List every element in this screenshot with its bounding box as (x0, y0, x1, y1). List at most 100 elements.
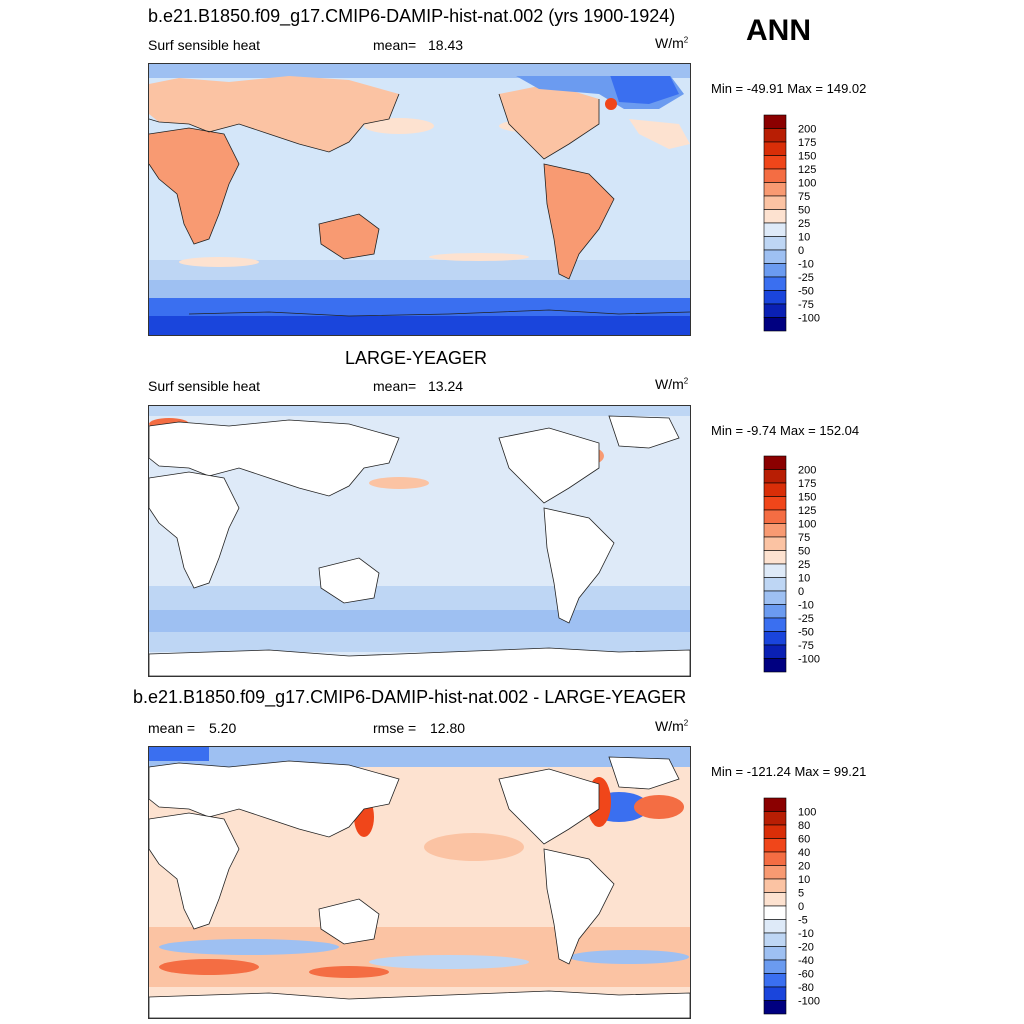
colorbar-swatch (763, 290, 787, 305)
colorbar-tick-label: -25 (798, 613, 814, 625)
colorbar-tick-label: -50 (798, 627, 814, 639)
colorbar-swatch (763, 878, 787, 893)
colorbar-swatch (763, 263, 787, 278)
colorbar-tick-label: -75 (798, 299, 814, 311)
panel-obs-field (149, 406, 690, 676)
panel-model-minmax: Min = -49.91 Max = 149.02 (711, 81, 867, 96)
colorbar-tick-label: 0 (798, 586, 804, 598)
colorbar-tick-label: 100 (798, 519, 816, 531)
season-label: ANN (746, 14, 811, 47)
colorbar-swatch (763, 141, 787, 156)
colorbar-swatch (763, 168, 787, 183)
colorbar-tick-label: -25 (798, 272, 814, 284)
colorbar-tick-label: -5 (798, 915, 808, 927)
panel-obs-minmax: Min = -9.74 Max = 152.04 (711, 423, 860, 438)
panel-model-map (148, 63, 691, 336)
colorbar-swatch (763, 114, 787, 129)
colorbar-swatch (763, 617, 787, 632)
colorbar-swatch (763, 523, 787, 538)
colorbar-swatch (763, 932, 787, 947)
colorbar-tick-label: -80 (798, 982, 814, 994)
colorbar-tick-label: 25 (798, 559, 810, 571)
colorbar-tick-label: 10 (798, 874, 810, 886)
colorbar-tick-label: -10 (798, 600, 814, 612)
colorbar-tick-label: -20 (798, 942, 814, 954)
colorbar-swatch (763, 892, 787, 907)
colorbar-tick-label: 50 (798, 546, 810, 558)
panel-diff-units: W/m2 (655, 718, 689, 734)
colorbar-swatch (763, 986, 787, 1001)
panel-model-variable: Surf sensible heat (148, 37, 261, 53)
panel-diff-title: b.e21.B1850.f09_g17.CMIP6-DAMIP-hist-nat… (133, 687, 687, 707)
colorbar-tick-label: 80 (798, 820, 810, 832)
colorbar-swatch (763, 236, 787, 251)
colorbar-tick-label: -10 (798, 259, 814, 271)
colorbar-swatch (763, 865, 787, 880)
colorbar-swatch (763, 128, 787, 143)
colorbar-tick-label: -40 (798, 955, 814, 967)
colorbar-swatch (763, 658, 787, 673)
panel-model-title: b.e21.B1850.f09_g17.CMIP6-DAMIP-hist-nat… (148, 6, 676, 26)
colorbar-swatch (763, 155, 787, 170)
panel-obs-mean-label: mean= (373, 378, 417, 394)
panel-model-units: W/m2 (655, 35, 689, 51)
colorbar-swatch (763, 469, 787, 484)
colorbar-swatch (763, 590, 787, 605)
colorbar-swatch (763, 455, 787, 470)
colorbar-tick-label: 75 (798, 532, 810, 544)
colorbar-tick-label: -10 (798, 928, 814, 940)
colorbar-swatch (763, 851, 787, 866)
panel-obs-variable: Surf sensible heat (148, 378, 261, 394)
panel-obs-colorbar: 200 175 150 125 100 75 50 25 10 0 -10 -25 -50 -75 -100 (763, 455, 834, 673)
colorbar-swatch (763, 946, 787, 961)
colorbar-swatch (763, 222, 787, 237)
colorbar-tick-label: 100 (798, 807, 816, 819)
colorbar-tick-label: 125 (798, 164, 816, 176)
panel-diff-colorbar: 100 80 60 40 20 10 5 0 -5 -10 -20 -40 -60 -80 -100 (763, 797, 834, 1015)
colorbar-swatch (763, 536, 787, 551)
colorbar-swatch (763, 550, 787, 565)
colorbar-tick-label: 50 (798, 205, 810, 217)
colorbar-swatch (763, 303, 787, 318)
panel-obs-units: W/m2 (655, 376, 689, 392)
colorbar-swatch (763, 973, 787, 988)
colorbar-tick-label: -50 (798, 286, 814, 298)
colorbar-swatch (763, 496, 787, 511)
colorbar-tick-label: 40 (798, 847, 810, 859)
colorbar-tick-label: 60 (798, 834, 810, 846)
colorbar-tick-label: 150 (798, 151, 816, 163)
colorbar-tick-label: -75 (798, 640, 814, 652)
colorbar-swatch (763, 919, 787, 934)
colorbar-tick-label: 10 (798, 573, 810, 585)
panel-obs-mean-value: 13.24 (428, 378, 464, 394)
colorbar-tick-label: 20 (798, 861, 810, 873)
colorbar-swatch (763, 482, 787, 497)
panel-model-mean-label: mean= (373, 37, 417, 53)
colorbar-swatch (763, 631, 787, 646)
colorbar-tick-label: 175 (798, 478, 816, 490)
panel-diff-mean-label: mean = (148, 720, 196, 736)
colorbar-swatch (763, 1000, 787, 1015)
colorbar-tick-label: 200 (798, 124, 816, 136)
colorbar-tick-label: 5 (798, 888, 804, 900)
colorbar-tick-label: 175 (798, 137, 816, 149)
panel-diff-rmse-label: rmse = (373, 720, 417, 736)
colorbar-swatch (763, 905, 787, 920)
colorbar-swatch (763, 577, 787, 592)
colorbar-tick-label: 75 (798, 191, 810, 203)
colorbar-swatch (763, 811, 787, 826)
colorbar-swatch (763, 317, 787, 332)
panel-model-mean-value: 18.43 (428, 37, 464, 53)
panel-diff-rmse-value: 12.80 (430, 720, 466, 736)
colorbar-tick-label: 125 (798, 505, 816, 517)
colorbar-swatch (763, 195, 787, 210)
panel-diff-field (149, 747, 690, 1018)
colorbar-swatch (763, 209, 787, 224)
colorbar-swatch (763, 824, 787, 839)
colorbar-tick-label: 100 (798, 178, 816, 190)
colorbar-tick-label: 200 (798, 465, 816, 477)
panel-obs-title: LARGE-YEAGER (345, 348, 488, 368)
colorbar-tick-label: -60 (798, 969, 814, 981)
